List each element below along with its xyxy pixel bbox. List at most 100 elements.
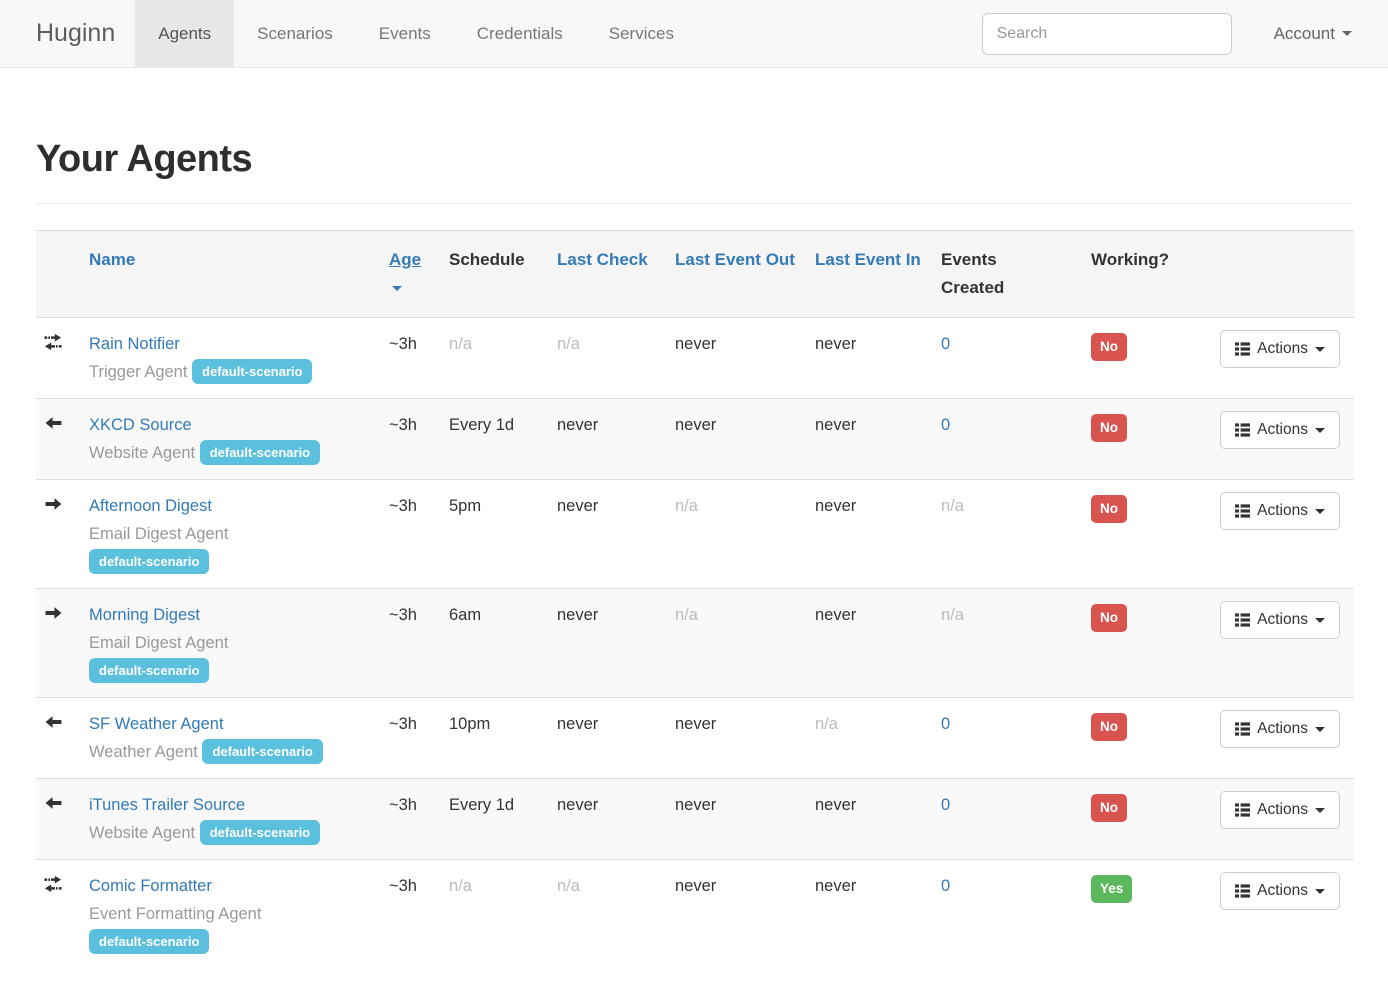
actions-label: Actions bbox=[1257, 720, 1308, 737]
last-event-in-cell: never bbox=[807, 778, 933, 860]
caret-down-icon bbox=[1315, 427, 1325, 433]
age-cell: ~3h bbox=[381, 317, 441, 399]
last-event-in-cell: never bbox=[807, 479, 933, 589]
working-badge: No bbox=[1091, 604, 1127, 632]
sort-last-event-out-link[interactable]: Last Event Out bbox=[675, 250, 795, 269]
arrow-right-icon bbox=[44, 495, 73, 513]
caret-down-icon bbox=[1315, 726, 1325, 732]
th-list-icon bbox=[1235, 803, 1251, 817]
sort-last-event-in-link[interactable]: Last Event In bbox=[815, 250, 921, 269]
th-list-icon bbox=[1235, 423, 1251, 437]
actions-label: Actions bbox=[1257, 502, 1308, 519]
age-cell: ~3h bbox=[381, 778, 441, 860]
working-badge: No bbox=[1091, 794, 1127, 822]
sort-desc-caret-icon bbox=[392, 286, 402, 292]
table-row: iTunes Trailer Source Website Agent defa… bbox=[36, 778, 1354, 860]
events-created-link[interactable]: 0 bbox=[933, 317, 1083, 399]
scenario-badge[interactable]: default-scenario bbox=[199, 820, 321, 845]
schedule-cell: Every 1d bbox=[441, 398, 549, 480]
account-menu[interactable]: Account bbox=[1274, 24, 1352, 44]
age-cell: ~3h bbox=[381, 479, 441, 589]
agent-name-link[interactable]: XKCD Source bbox=[89, 416, 192, 434]
working-badge: No bbox=[1091, 495, 1127, 523]
navbar: Huginn Agents Scenarios Events Credentia… bbox=[0, 0, 1388, 68]
actions-button[interactable]: Actions bbox=[1220, 492, 1340, 530]
age-cell: ~3h bbox=[381, 588, 441, 698]
last-event-out-cell: never bbox=[667, 317, 807, 399]
last-check-cell: never bbox=[549, 588, 667, 698]
transfer-icon bbox=[44, 875, 73, 893]
schedule-cell: 6am bbox=[441, 588, 549, 698]
header-schedule: Schedule bbox=[441, 230, 549, 318]
th-list-icon bbox=[1235, 342, 1251, 356]
last-check-cell: never bbox=[549, 479, 667, 589]
last-event-in-cell: never bbox=[807, 317, 933, 399]
nav-item-agents[interactable]: Agents bbox=[135, 0, 235, 67]
actions-button[interactable]: Actions bbox=[1220, 411, 1340, 449]
scenario-badge[interactable]: default-scenario bbox=[89, 549, 210, 574]
actions-button[interactable]: Actions bbox=[1220, 330, 1340, 368]
table-row: XKCD Source Website Agent default-scenar… bbox=[36, 398, 1354, 480]
working-badge: No bbox=[1091, 333, 1127, 361]
scenario-badge[interactable]: default-scenario bbox=[199, 440, 321, 465]
working-badge: No bbox=[1091, 713, 1127, 741]
header-working: Working? bbox=[1083, 230, 1191, 318]
agents-table: Name Age Schedule Last Check Last Event … bbox=[36, 230, 1354, 968]
actions-label: Actions bbox=[1257, 801, 1308, 818]
actions-label: Actions bbox=[1257, 421, 1308, 438]
last-event-out-cell: never bbox=[667, 778, 807, 860]
age-cell: ~3h bbox=[381, 697, 441, 779]
main-nav: Agents Scenarios Events Credentials Serv… bbox=[135, 0, 697, 67]
caret-down-icon bbox=[1315, 346, 1325, 352]
nav-item-services[interactable]: Services bbox=[608, 23, 674, 43]
schedule-cell: n/a bbox=[441, 859, 549, 968]
nav-item-events[interactable]: Events bbox=[378, 23, 431, 43]
scenario-badge[interactable]: default-scenario bbox=[89, 658, 210, 683]
sort-age-link[interactable]: Age bbox=[389, 250, 422, 269]
agent-type: Email Digest Agent bbox=[89, 525, 229, 543]
table-row: Afternoon Digest Email Digest Agent defa… bbox=[36, 479, 1354, 589]
agent-name-link[interactable]: iTunes Trailer Source bbox=[89, 796, 246, 814]
agent-type: Trigger Agent bbox=[89, 363, 188, 381]
actions-label: Actions bbox=[1257, 611, 1308, 628]
agent-type: Website Agent bbox=[89, 824, 196, 842]
last-check-cell: n/a bbox=[549, 317, 667, 399]
table-row: SF Weather Agent Weather Agent default-s… bbox=[36, 697, 1354, 779]
actions-button[interactable]: Actions bbox=[1220, 601, 1340, 639]
sort-last-check-link[interactable]: Last Check bbox=[557, 250, 648, 269]
nav-item-scenarios[interactable]: Scenarios bbox=[257, 23, 333, 43]
arrow-left-icon bbox=[44, 794, 73, 812]
actions-button[interactable]: Actions bbox=[1220, 872, 1340, 910]
agent-name-link[interactable]: Morning Digest bbox=[89, 606, 200, 624]
header-age: Age bbox=[381, 230, 441, 318]
main-content: Your Agents Name Age Schedule Last Check… bbox=[36, 138, 1354, 968]
scenario-badge[interactable]: default-scenario bbox=[192, 359, 313, 384]
nav-item-credentials[interactable]: Credentials bbox=[476, 23, 563, 43]
table-header-row: Name Age Schedule Last Check Last Event … bbox=[36, 230, 1354, 318]
events-created-link[interactable]: 0 bbox=[933, 398, 1083, 480]
header-name: Name bbox=[81, 230, 381, 318]
actions-label: Actions bbox=[1257, 340, 1308, 357]
age-cell: ~3h bbox=[381, 859, 441, 968]
events-created-link[interactable]: 0 bbox=[933, 697, 1083, 779]
last-event-out-cell: n/a bbox=[667, 479, 807, 589]
age-cell: ~3h bbox=[381, 398, 441, 480]
actions-button[interactable]: Actions bbox=[1220, 710, 1340, 748]
events-created-link[interactable]: 0 bbox=[933, 778, 1083, 860]
actions-button[interactable]: Actions bbox=[1220, 791, 1340, 829]
agent-name-link[interactable]: Comic Formatter bbox=[89, 877, 212, 895]
last-event-in-cell: never bbox=[807, 398, 933, 480]
search-input[interactable] bbox=[981, 12, 1232, 55]
header-last-event-out: Last Event Out bbox=[667, 230, 807, 318]
table-row: Rain Notifier Trigger Agent default-scen… bbox=[36, 317, 1354, 399]
last-event-out-cell: never bbox=[667, 398, 807, 480]
agent-name-link[interactable]: Rain Notifier bbox=[89, 335, 180, 353]
agent-name-link[interactable]: Afternoon Digest bbox=[89, 497, 212, 515]
sort-name-link[interactable]: Name bbox=[89, 250, 136, 269]
agent-name-link[interactable]: SF Weather Agent bbox=[89, 715, 224, 733]
last-event-in-cell: never bbox=[807, 588, 933, 698]
scenario-badge[interactable]: default-scenario bbox=[202, 739, 323, 764]
scenario-badge[interactable]: default-scenario bbox=[89, 929, 210, 954]
brand-logo[interactable]: Huginn bbox=[36, 19, 116, 47]
events-created-link[interactable]: 0 bbox=[933, 859, 1083, 968]
